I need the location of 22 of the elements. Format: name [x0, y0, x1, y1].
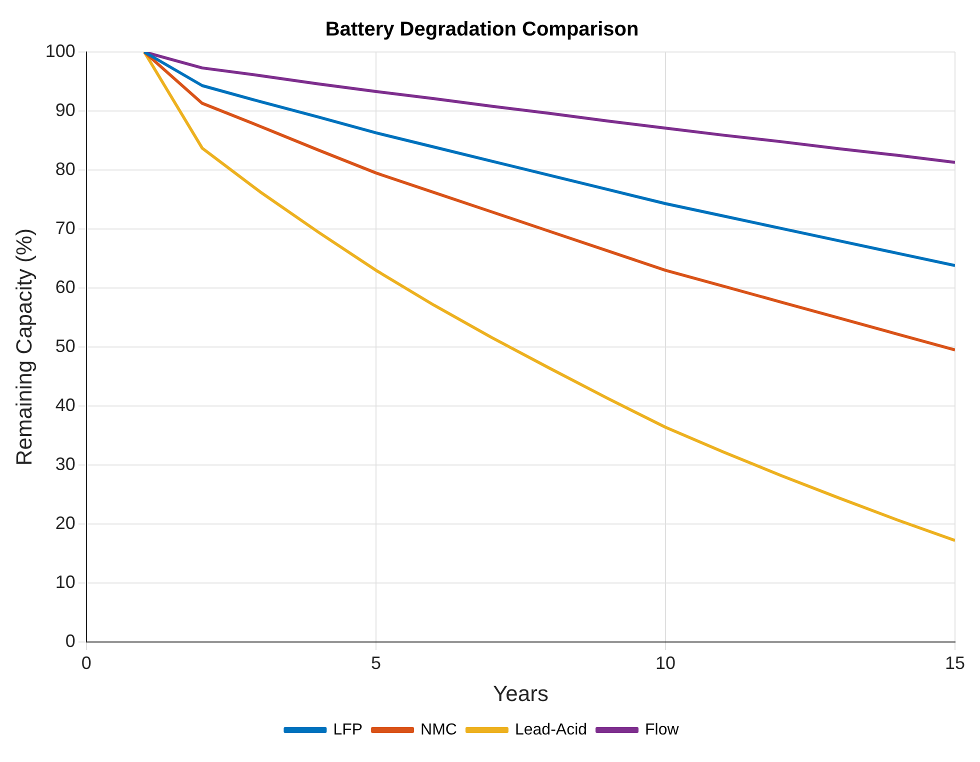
y-tick-label: 60 — [55, 276, 76, 297]
x-tick-label: 10 — [655, 652, 676, 673]
y-tick-label: 80 — [55, 158, 76, 179]
y-tick-label: 100 — [45, 40, 76, 61]
y-tick-label: 90 — [55, 100, 76, 120]
y-tick-label: 50 — [55, 336, 76, 356]
y-tick-label: 20 — [55, 512, 76, 533]
y-axis-title: Remaining Capacity (%) — [11, 228, 36, 466]
y-tick-label: 40 — [55, 394, 76, 415]
chart-title: Battery Degradation Comparison — [325, 18, 639, 41]
x-tick-label: 0 — [81, 652, 92, 673]
y-tick-label: 30 — [55, 454, 76, 474]
y-tick-label: 0 — [65, 630, 76, 651]
y-tick-label: 10 — [55, 572, 76, 592]
x-tick-label: 5 — [370, 652, 381, 673]
x-axis-title: Years — [492, 680, 548, 706]
legend-label: Flow — [645, 721, 680, 738]
legend-label: LFP — [333, 721, 363, 738]
y-tick-label: 70 — [55, 218, 76, 238]
legend-label: Lead-Acid — [514, 721, 588, 738]
legend-label: NMC — [420, 721, 457, 738]
x-tick-label: 15 — [944, 652, 966, 673]
